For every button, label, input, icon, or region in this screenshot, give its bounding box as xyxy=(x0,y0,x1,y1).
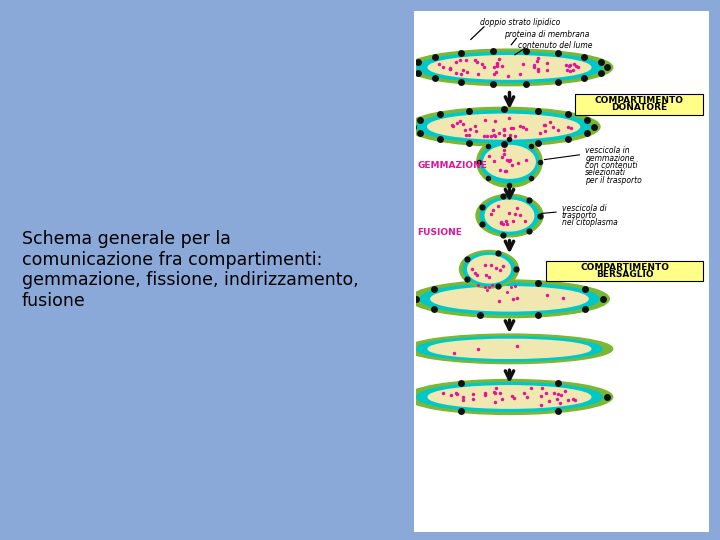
Ellipse shape xyxy=(417,52,602,83)
Ellipse shape xyxy=(431,287,588,311)
Text: DONATORE: DONATORE xyxy=(611,103,667,112)
Text: con contenuti: con contenuti xyxy=(585,161,638,170)
Text: COMPARTIMENTO: COMPARTIMENTO xyxy=(595,96,684,105)
Ellipse shape xyxy=(406,380,613,414)
Ellipse shape xyxy=(428,339,591,359)
Circle shape xyxy=(467,255,510,283)
Ellipse shape xyxy=(408,107,600,146)
Text: COMPARTIMENTO: COMPARTIMENTO xyxy=(580,263,669,272)
Circle shape xyxy=(459,251,518,288)
Ellipse shape xyxy=(417,111,590,143)
Ellipse shape xyxy=(480,141,539,183)
Ellipse shape xyxy=(477,136,542,187)
Text: selezionati: selezionati xyxy=(585,168,626,178)
Ellipse shape xyxy=(406,334,613,363)
Circle shape xyxy=(485,200,534,231)
Ellipse shape xyxy=(428,114,580,139)
Text: vescicola di: vescicola di xyxy=(562,204,606,213)
Ellipse shape xyxy=(428,56,591,79)
Text: Schema generale per la
comunicazione fra compartimenti:
gemmazione, fissione, in: Schema generale per la comunicazione fra… xyxy=(22,230,359,310)
Text: trasporto: trasporto xyxy=(562,211,597,220)
Text: proteina di membrana: proteina di membrana xyxy=(504,30,589,38)
Text: per il trasporto: per il trasporto xyxy=(585,176,642,185)
Text: contenuto del lume: contenuto del lume xyxy=(518,40,593,50)
FancyBboxPatch shape xyxy=(575,94,703,114)
Text: doppio strato lipidico: doppio strato lipidico xyxy=(480,18,561,28)
Circle shape xyxy=(463,253,515,286)
Ellipse shape xyxy=(484,145,535,178)
Ellipse shape xyxy=(420,284,599,314)
Text: GEMMAZIONE: GEMMAZIONE xyxy=(418,161,487,170)
Ellipse shape xyxy=(417,382,602,411)
FancyBboxPatch shape xyxy=(546,261,703,281)
Text: FUSIONE: FUSIONE xyxy=(418,228,462,237)
Ellipse shape xyxy=(428,386,591,408)
Text: vescicola in: vescicola in xyxy=(585,146,630,155)
Text: nel citoplasma: nel citoplasma xyxy=(562,219,618,227)
FancyBboxPatch shape xyxy=(414,11,709,532)
Circle shape xyxy=(480,197,539,234)
Circle shape xyxy=(476,194,543,237)
Text: gemmazione: gemmazione xyxy=(585,154,634,163)
Ellipse shape xyxy=(417,336,602,361)
Ellipse shape xyxy=(406,49,613,86)
Ellipse shape xyxy=(410,280,609,318)
Text: BERSAGLIO: BERSAGLIO xyxy=(596,270,654,279)
